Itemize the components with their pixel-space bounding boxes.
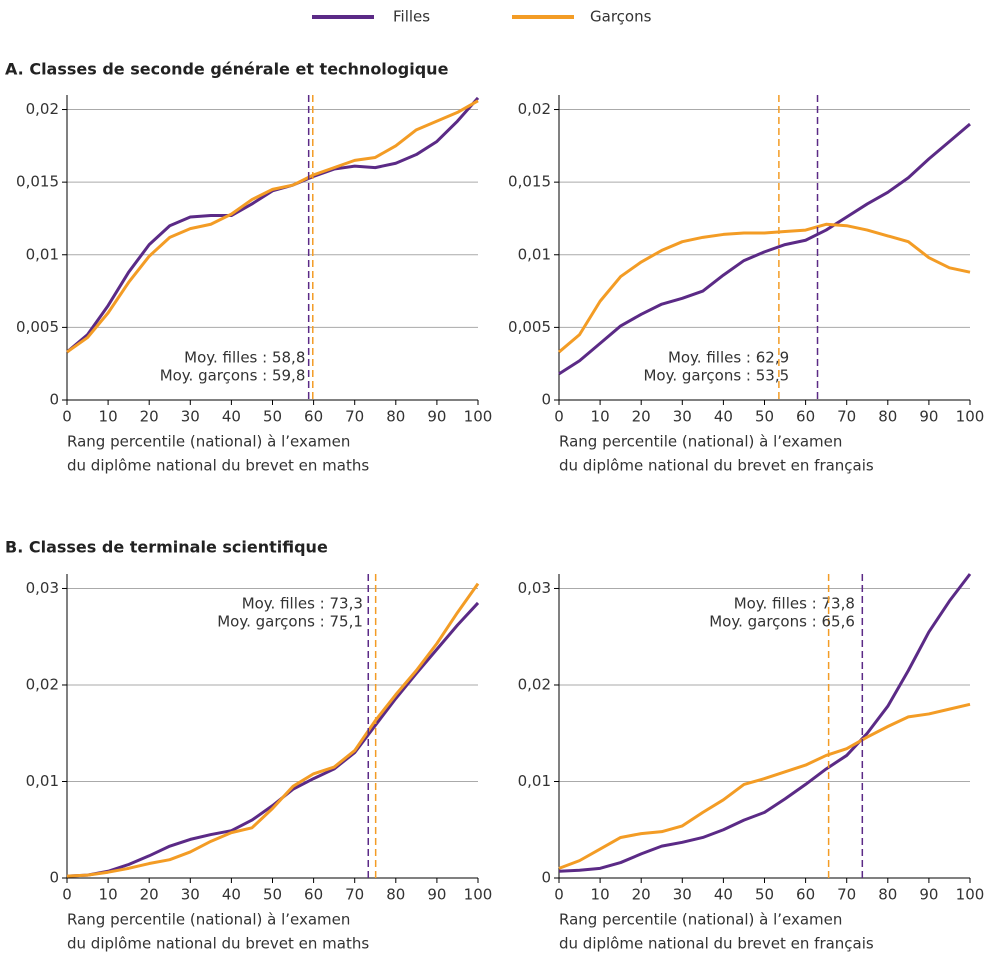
x-tick-label: 60 [796,886,815,904]
x-tick-label: 60 [304,408,323,426]
x-tick-label: 60 [796,408,815,426]
x-tick-label: 90 [919,886,938,904]
x-tick-label: 70 [345,886,364,904]
legend-label: Garçons [590,8,652,26]
x-tick-label: 0 [62,408,72,426]
section-title: A. Classes de seconde générale et techno… [5,60,449,79]
y-tick-label: 0,01 [26,772,59,790]
x-tick-label: 20 [140,408,159,426]
y-tick-label: 0,01 [518,772,551,790]
x-axis-label: Rang percentile (national) à l’examen [67,911,350,929]
section-title: B. Classes de terminale scientifique [5,538,328,557]
y-tick-label: 0 [541,391,551,409]
x-tick-label: 20 [140,886,159,904]
mean-annotation: Moy. filles : 62,9 [668,349,789,367]
x-tick-label: 10 [99,886,118,904]
y-tick-label: 0,02 [518,675,551,693]
x-tick-label: 100 [464,886,493,904]
x-tick-label: 0 [554,886,564,904]
x-tick-label: 10 [591,886,610,904]
x-axis-label: Rang percentile (national) à l’examen [559,911,842,929]
y-tick-label: 0 [541,869,551,887]
y-tick-label: 0 [49,869,59,887]
series-line [66,99,479,354]
series-line [558,222,971,354]
series-line [66,601,480,878]
x-tick-label: 40 [714,886,733,904]
x-tick-label: 50 [263,886,282,904]
x-tick-label: 70 [837,886,856,904]
x-tick-label: 30 [181,886,200,904]
y-tick-label: 0 [49,391,59,409]
x-tick-label: 90 [919,408,938,426]
mean-annotation: Moy. filles : 73,3 [242,595,363,613]
x-axis-label: du diplôme national du brevet en françai… [559,935,874,953]
legend-label: Filles [393,8,430,26]
x-tick-label: 60 [304,886,323,904]
x-tick-label: 70 [345,408,364,426]
x-tick-label: 50 [263,408,282,426]
y-tick-label: 0,01 [26,245,59,263]
x-tick-label: 70 [837,408,856,426]
series-line [558,702,971,870]
x-axis-label: du diplôme national du brevet en maths [67,457,369,475]
x-tick-label: 0 [62,886,72,904]
x-axis-label: Rang percentile (national) à l’examen [67,433,350,451]
y-tick-label: 0,015 [16,173,59,191]
x-tick-label: 40 [714,408,733,426]
mean-annotation: Moy. garçons : 59,8 [160,367,306,385]
series-line [558,573,972,873]
x-axis-label: du diplôme national du brevet en maths [67,935,369,953]
series-line [558,122,971,376]
series-line [66,96,480,354]
y-tick-label: 0,005 [508,318,551,336]
x-tick-label: 10 [99,408,118,426]
x-tick-label: 50 [755,886,774,904]
x-tick-label: 90 [427,408,446,426]
x-tick-label: 90 [427,886,446,904]
x-tick-label: 20 [632,886,651,904]
x-tick-label: 20 [632,408,651,426]
x-tick-label: 80 [386,886,405,904]
x-tick-label: 30 [181,408,200,426]
x-tick-label: 30 [673,408,692,426]
mean-annotation: Moy. filles : 58,8 [184,349,305,367]
x-axis-label: Rang percentile (national) à l’examen [559,433,842,451]
x-tick-label: 80 [878,408,897,426]
x-tick-label: 100 [956,408,985,426]
y-tick-label: 0,02 [26,675,59,693]
x-tick-label: 40 [222,886,241,904]
x-tick-label: 100 [464,408,493,426]
y-tick-label: 0,01 [518,245,551,263]
x-tick-label: 80 [878,886,897,904]
y-tick-label: 0,02 [518,100,551,118]
mean-annotation: Moy. filles : 73,8 [734,595,855,613]
mean-annotation: Moy. garçons : 53,5 [643,367,789,385]
mean-annotation: Moy. garçons : 75,1 [217,613,363,631]
y-tick-label: 0,03 [26,579,59,597]
mean-annotation: Moy. garçons : 65,6 [709,613,855,631]
x-tick-label: 30 [673,886,692,904]
y-tick-label: 0,02 [26,100,59,118]
x-axis-label: du diplôme national du brevet en françai… [559,457,874,475]
x-tick-label: 10 [591,408,610,426]
x-tick-label: 40 [222,408,241,426]
y-tick-label: 0,03 [518,579,551,597]
x-tick-label: 0 [554,408,564,426]
y-tick-label: 0,015 [508,173,551,191]
y-tick-label: 0,005 [16,318,59,336]
x-tick-label: 80 [386,408,405,426]
series-line [66,582,480,878]
x-tick-label: 50 [755,408,774,426]
x-tick-label: 100 [956,886,985,904]
